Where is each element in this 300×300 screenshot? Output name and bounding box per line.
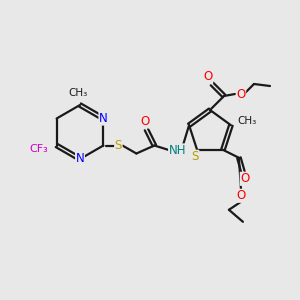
Text: O: O <box>203 70 213 83</box>
Text: N: N <box>99 112 108 125</box>
Text: O: O <box>236 189 246 202</box>
Text: N: N <box>76 152 84 166</box>
Text: S: S <box>191 150 199 163</box>
Text: O: O <box>141 115 150 128</box>
Text: CF₃: CF₃ <box>29 145 48 154</box>
Text: CH₃: CH₃ <box>237 116 256 126</box>
Text: O: O <box>240 172 250 185</box>
Text: O: O <box>236 88 246 100</box>
Text: NH: NH <box>169 144 186 157</box>
Text: S: S <box>115 139 122 152</box>
Text: CH₃: CH₃ <box>68 88 88 98</box>
